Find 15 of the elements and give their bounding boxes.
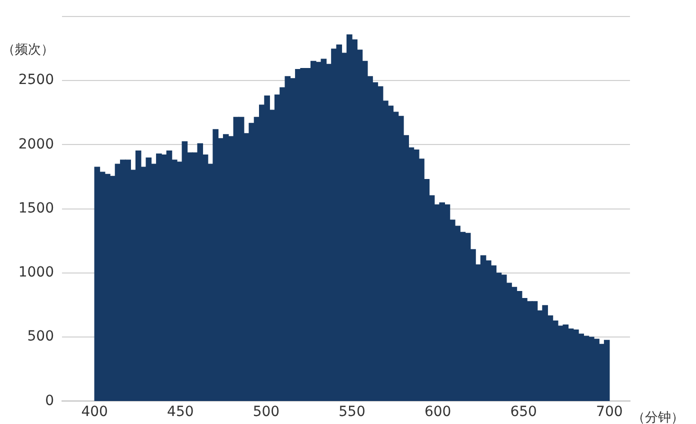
x-tick-label: 700 bbox=[596, 404, 623, 420]
y-tick-label: 2500 bbox=[18, 72, 54, 88]
x-tick-label: 450 bbox=[167, 404, 194, 420]
x-tick-label: 400 bbox=[81, 404, 108, 420]
x-tick-label: 500 bbox=[252, 404, 280, 420]
y-tick-label: 1000 bbox=[18, 264, 54, 281]
x-tick-label: 650 bbox=[510, 404, 537, 420]
y-tick-label: 500 bbox=[27, 328, 54, 345]
y-axis-title: （频次） bbox=[2, 42, 54, 58]
x-axis-title: （分钟） bbox=[632, 410, 684, 424]
y-tick-label: 0 bbox=[45, 392, 54, 409]
x-tick-label: 600 bbox=[424, 404, 452, 420]
y-tick-label: 2000 bbox=[18, 136, 54, 152]
y-tick-label: 1500 bbox=[18, 200, 54, 216]
x-tick-label: 550 bbox=[338, 404, 366, 420]
